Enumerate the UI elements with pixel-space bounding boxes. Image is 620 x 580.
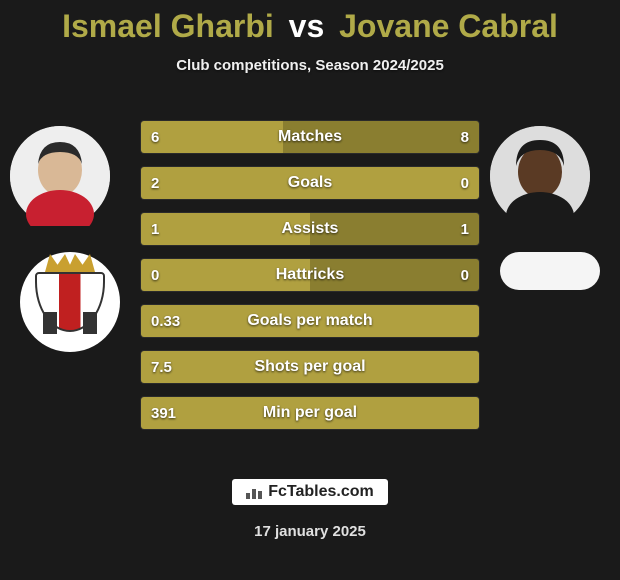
stat-label: Hattricks — [141, 259, 479, 291]
stat-label: Goals per match — [141, 305, 479, 337]
stat-row-min-per-goal: 391Min per goal — [140, 396, 480, 430]
footer: FcTables.com 17 january 2025 — [0, 479, 620, 540]
stat-row-goals: 20Goals — [140, 166, 480, 200]
player2-avatar — [490, 126, 590, 226]
vs-text: vs — [289, 8, 325, 44]
player1-avatar — [10, 126, 110, 226]
stat-label: Matches — [141, 121, 479, 153]
comparison-title: Ismael Gharbi vs Jovane Cabral — [0, 0, 620, 45]
subtitle: Club competitions, Season 2024/2025 — [0, 57, 620, 74]
stat-row-goals-per-match: 0.33Goals per match — [140, 304, 480, 338]
stat-row-matches: 68Matches — [140, 120, 480, 154]
site-name: FcTables.com — [268, 483, 374, 501]
stat-label: Goals — [141, 167, 479, 199]
stat-label: Shots per goal — [141, 351, 479, 383]
stat-label: Min per goal — [141, 397, 479, 429]
stat-label: Assists — [141, 213, 479, 245]
stat-row-hattricks: 00Hattricks — [140, 258, 480, 292]
stat-row-assists: 11Assists — [140, 212, 480, 246]
stat-row-shots-per-goal: 7.5Shots per goal — [140, 350, 480, 384]
stats-container: 68Matches 20Goals 11Assists 00Hattricks 0.33… — [140, 120, 480, 442]
footer-date: 17 january 2025 — [0, 523, 620, 540]
player2-club-logo — [500, 252, 600, 290]
player1-club-logo — [20, 252, 120, 352]
chart-icon — [246, 485, 264, 499]
player2-name: Jovane Cabral — [339, 8, 558, 44]
site-logo[interactable]: FcTables.com — [232, 479, 388, 505]
player1-name: Ismael Gharbi — [62, 8, 274, 44]
